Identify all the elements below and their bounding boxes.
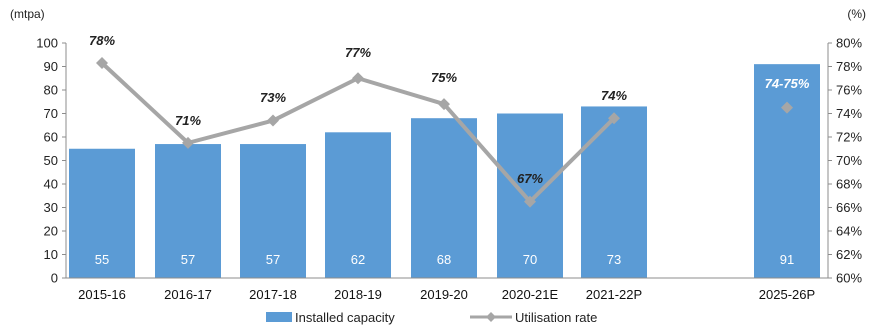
legend-label-utilisation: Utilisation rate (515, 310, 597, 325)
line-value-label: 71% (175, 113, 201, 128)
left-tick-label: 50 (44, 153, 58, 168)
right-axis: 60% 62% 64% 66% 68% 70% 72% 74% 76% 78% 80% (827, 36, 862, 286)
legend-label-capacity: Installed capacity (295, 310, 395, 325)
bar-series: 55 57 57 62 68 70 73 91 (66, 64, 828, 279)
right-tick-label: 66% (836, 200, 862, 215)
right-tick-label: 64% (836, 224, 862, 239)
category-label: 2015-16 (78, 287, 126, 302)
category-label: 2020-21E (502, 287, 559, 302)
line-value-label: 75% (431, 70, 457, 85)
bar-value-label: 62 (351, 252, 365, 267)
legend: Installed capacity Utilisation rate (266, 310, 597, 325)
line-point (608, 112, 620, 125)
bar-value-label: 70 (523, 252, 537, 267)
bar (754, 64, 820, 279)
left-tick-label: 30 (44, 200, 58, 215)
line-value-label: 73% (260, 90, 286, 105)
left-tick-label: 10 (44, 247, 58, 262)
right-tick-label: 62% (836, 247, 862, 262)
left-tick-label: 40 (44, 177, 58, 192)
bar-value-label: 55 (95, 252, 109, 267)
right-tick-label: 74% (836, 106, 862, 121)
line-point (96, 56, 108, 69)
right-tick-label: 78% (836, 59, 862, 74)
legend-bar-swatch (266, 312, 292, 322)
right-tick-label: 68% (836, 177, 862, 192)
left-tick-label: 60 (44, 130, 58, 145)
bar-value-label: 57 (266, 252, 280, 267)
left-axis-unit: (mtpa) (10, 7, 45, 21)
category-label: 2016-17 (164, 287, 212, 302)
line-point (438, 98, 450, 111)
category-label: 2019-20 (420, 287, 468, 302)
right-tick-label: 80% (836, 36, 862, 51)
category-label: 2017-18 (249, 287, 297, 302)
bar (411, 118, 477, 278)
left-tick-label: 20 (44, 224, 58, 239)
bar-value-label: 57 (181, 252, 195, 267)
bar (155, 144, 221, 278)
right-tick-label: 60% (836, 271, 862, 286)
right-tick-label: 70% (836, 153, 862, 168)
category-label: 2018-19 (334, 287, 382, 302)
bar-value-label: 68 (437, 252, 451, 267)
line-value-label: 78% (89, 33, 115, 48)
right-axis-unit: (%) (847, 7, 866, 21)
bar (69, 148, 135, 278)
line-value-label: 74% (601, 88, 627, 103)
legend-line-marker (486, 312, 496, 322)
left-axis: 0 10 20 30 40 50 60 70 80 90 100 (36, 36, 67, 286)
category-axis: 2015-16 2016-17 2017-18 2018-19 2019-20 2020-… (78, 287, 815, 302)
line-series: 78% 71% 73% 77% 75% 67% 74% 74-75% (89, 33, 810, 208)
line-value-label: 74-75% (765, 76, 810, 91)
bar-value-label: 73 (607, 252, 621, 267)
line-point (352, 72, 364, 85)
line-value-label: 67% (517, 171, 543, 186)
right-tick-label: 76% (836, 83, 862, 98)
line-point (182, 136, 194, 149)
line-point (781, 101, 793, 114)
right-tick-label: 72% (836, 130, 862, 145)
category-label: 2021-22P (586, 287, 642, 302)
bar (240, 144, 306, 278)
left-tick-label: 100 (36, 36, 58, 51)
line-value-label: 77% (345, 45, 371, 60)
left-tick-label: 80 (44, 83, 58, 98)
line-point (267, 114, 279, 127)
bar (325, 132, 391, 278)
line-point (524, 195, 536, 208)
left-tick-label: 70 (44, 106, 58, 121)
bar-value-label: 91 (780, 252, 794, 267)
category-label: 2025-26P (759, 287, 815, 302)
left-tick-label: 90 (44, 59, 58, 74)
bar (581, 106, 647, 278)
left-tick-label: 0 (51, 271, 58, 286)
